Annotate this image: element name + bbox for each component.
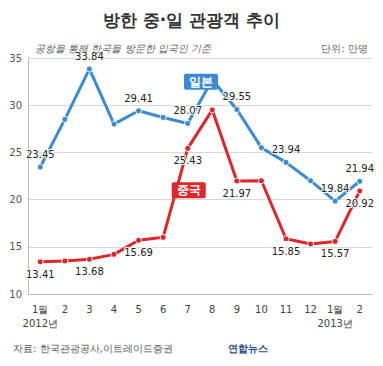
svg-text:2013년: 2013년 <box>317 318 352 329</box>
svg-text:33.84: 33.84 <box>75 51 104 62</box>
svg-text:2012년: 2012년 <box>23 318 58 329</box>
svg-text:23.45: 23.45 <box>26 149 55 160</box>
svg-text:중국: 중국 <box>177 183 201 197</box>
svg-text:2: 2 <box>357 304 363 315</box>
svg-text:29.55: 29.55 <box>223 91 252 102</box>
svg-text:19.84: 19.84 <box>321 183 350 194</box>
svg-text:13.41: 13.41 <box>26 269 55 280</box>
svg-text:11: 11 <box>280 304 293 315</box>
svg-text:9: 9 <box>234 304 240 315</box>
svg-text:35: 35 <box>9 53 22 64</box>
svg-text:25: 25 <box>9 147 22 158</box>
svg-text:21.94: 21.94 <box>345 163 374 174</box>
svg-text:6: 6 <box>160 304 166 315</box>
svg-text:28.07: 28.07 <box>173 105 202 116</box>
svg-text:30: 30 <box>9 100 22 111</box>
svg-text:10: 10 <box>255 304 268 315</box>
svg-text:10: 10 <box>9 289 22 300</box>
svg-text:29.41: 29.41 <box>124 93 153 104</box>
svg-text:연합뉴스: 연합뉴스 <box>228 343 268 354</box>
svg-text:15.85: 15.85 <box>272 246 301 257</box>
svg-text:21.97: 21.97 <box>223 188 252 199</box>
svg-text:자료: 한국관광공사,이트레이드증권: 자료: 한국관광공사,이트레이드증권 <box>13 343 173 354</box>
svg-text:4: 4 <box>111 304 117 315</box>
svg-text:25.43: 25.43 <box>173 155 202 166</box>
svg-text:일본: 일본 <box>189 75 213 89</box>
svg-text:단위: 만명: 단위: 만명 <box>321 43 368 54</box>
svg-text:1월: 1월 <box>32 304 48 315</box>
svg-text:방한 중·일 관광객 추이: 방한 중·일 관광객 추이 <box>103 10 280 30</box>
svg-text:15.69: 15.69 <box>124 247 153 258</box>
svg-text:8: 8 <box>209 304 215 315</box>
svg-text:공항을 통해 한국을 방문한 입국인 기준: 공항을 통해 한국을 방문한 입국인 기준 <box>35 43 212 54</box>
svg-text:2: 2 <box>62 304 68 315</box>
svg-text:23.94: 23.94 <box>272 144 301 155</box>
svg-text:1월: 1월 <box>327 304 343 315</box>
svg-text:15: 15 <box>9 241 22 252</box>
svg-text:3: 3 <box>86 304 92 315</box>
svg-text:20: 20 <box>9 194 22 205</box>
svg-text:20.92: 20.92 <box>345 198 374 209</box>
svg-text:5: 5 <box>135 304 141 315</box>
svg-text:12: 12 <box>304 304 317 315</box>
svg-text:15.57: 15.57 <box>321 248 350 259</box>
svg-text:7: 7 <box>185 304 191 315</box>
svg-text:13.68: 13.68 <box>75 266 104 277</box>
